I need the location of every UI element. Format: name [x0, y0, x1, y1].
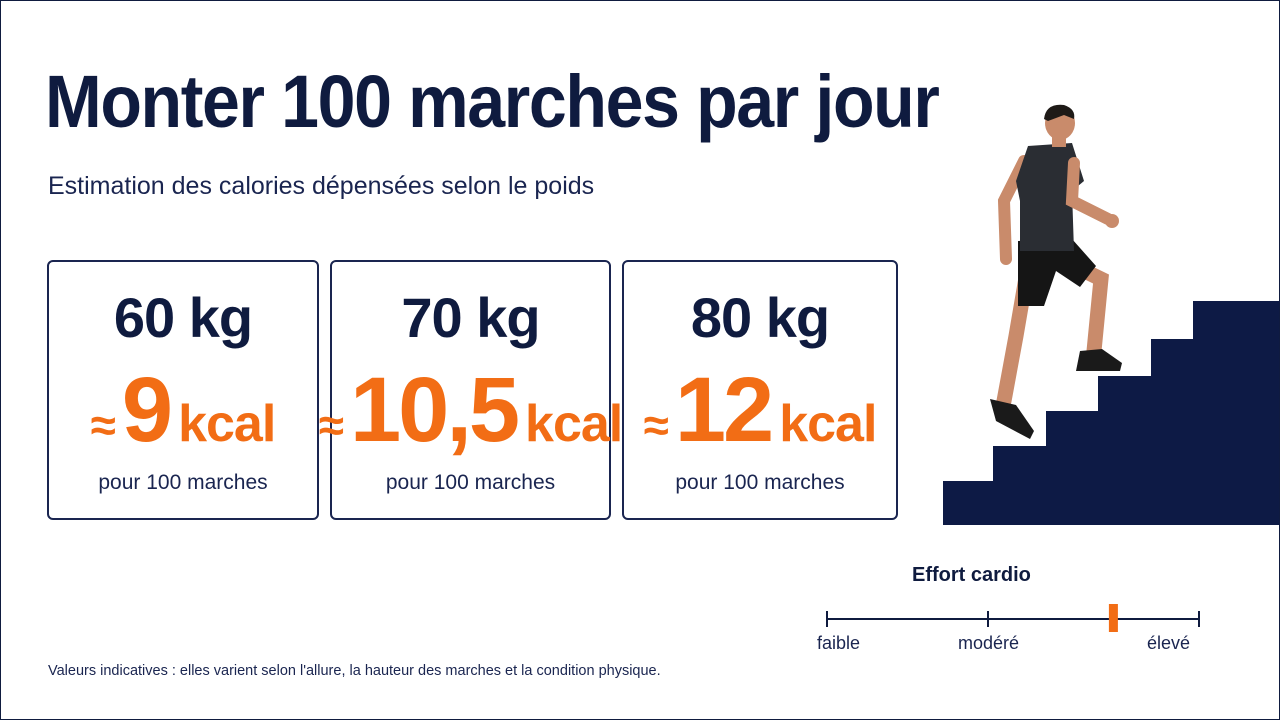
page-title: Monter 100 marches par jour	[45, 60, 940, 143]
page-subtitle: Estimation des calories dépensées selon …	[48, 172, 595, 200]
calorie-card-80kg: 80 kg ≈ 12 kcal pour 100 marches	[622, 260, 898, 520]
kcal-value: 12	[674, 359, 774, 461]
approx-symbol: ≈	[318, 399, 344, 451]
runner-icon	[990, 104, 1122, 439]
scale-label-high: élevé	[1147, 633, 1191, 653]
approx-symbol: ≈	[643, 399, 669, 451]
card-weight: 60 kg	[113, 286, 253, 349]
staircase-illustration	[943, 301, 1279, 525]
effort-gauge-title: Effort cardio	[912, 564, 1031, 586]
approx-symbol: ≈	[90, 399, 116, 451]
footnote: Valeurs indicatives : elles varient selo…	[48, 663, 661, 679]
kcal-value: 10,5	[349, 359, 520, 461]
card-caption: pour 100 marches	[98, 471, 268, 494]
kcal-value: 9	[121, 359, 173, 461]
card-kcal: ≈ 10,5 kcal	[319, 359, 624, 461]
card-caption: pour 100 marches	[675, 471, 845, 494]
card-kcal: ≈ 12 kcal	[624, 364, 896, 456]
kcal-unit: kcal	[178, 395, 276, 453]
calorie-card-70kg: 70 kg ≈ 10,5 kcal pour 100 marches	[319, 260, 624, 520]
card-caption: pour 100 marches	[385, 471, 556, 494]
card-kcal: ≈ 9 kcal	[49, 364, 317, 456]
kcal-unit: kcal	[525, 395, 623, 453]
card-weight: 80 kg	[690, 286, 830, 349]
effort-gauge	[826, 604, 1200, 632]
kcal-unit: kcal	[779, 395, 877, 453]
scale-label-mid: modéré	[958, 633, 1020, 653]
scale-label-low: faible	[817, 633, 861, 653]
gauge-marker	[1108, 604, 1118, 632]
card-weight: 70 kg	[401, 286, 540, 349]
calorie-card-60kg: 60 kg ≈ 9 kcal pour 100 marches	[47, 260, 319, 520]
